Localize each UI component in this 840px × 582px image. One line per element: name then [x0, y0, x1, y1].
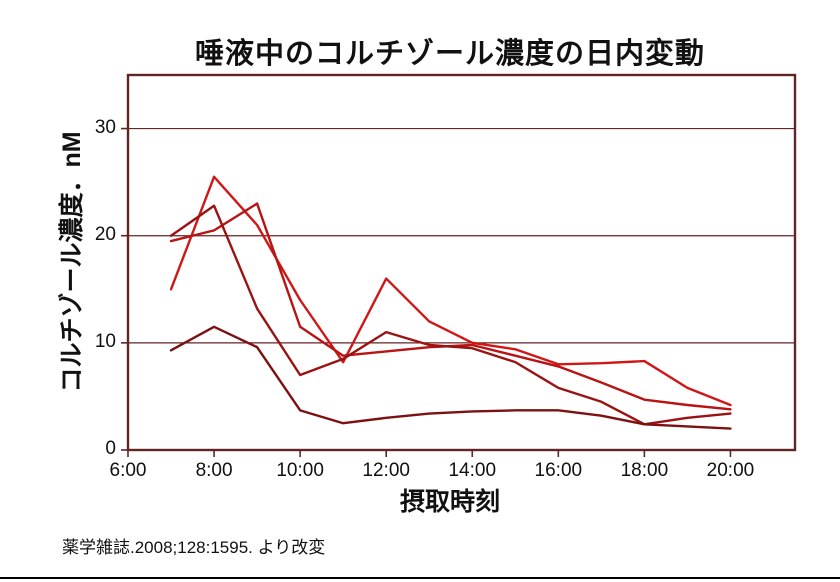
chart-line-series-4 — [169, 325, 732, 430]
x-tick-label: 8:00 — [195, 460, 233, 481]
x-tick-label: 20:00 — [706, 460, 755, 481]
chart-title: 唾液中のコルチゾール濃度の日内変動 — [194, 38, 705, 70]
y-tick-label: 10 — [94, 330, 116, 352]
line-chart-plot-area — [121, 73, 797, 457]
bottom-border-line — [0, 577, 840, 579]
chart-line-series-1 — [169, 175, 732, 407]
chart-line-series-3 — [169, 204, 732, 426]
x-tick-label: 6:00 — [109, 460, 147, 481]
y-tick-label: 30 — [94, 116, 116, 138]
x-tick-label: 12:00 — [362, 460, 410, 481]
y-axis-label: コルチゾール濃度．nM — [58, 131, 86, 393]
x-tick-label: 10:00 — [276, 460, 324, 481]
x-tick-label: 18:00 — [620, 460, 669, 481]
x-tick-label: 14:00 — [448, 460, 497, 481]
x-axis-label: 摂取時刻 — [399, 488, 500, 516]
plot-frame — [126, 73, 797, 452]
source-caption: 薬学雑誌.2008;128:1595. より改変 — [62, 538, 326, 557]
y-tick-label: 20 — [94, 223, 116, 245]
y-tick-label: 0 — [105, 438, 116, 459]
x-tick-label: 16:00 — [534, 460, 583, 481]
